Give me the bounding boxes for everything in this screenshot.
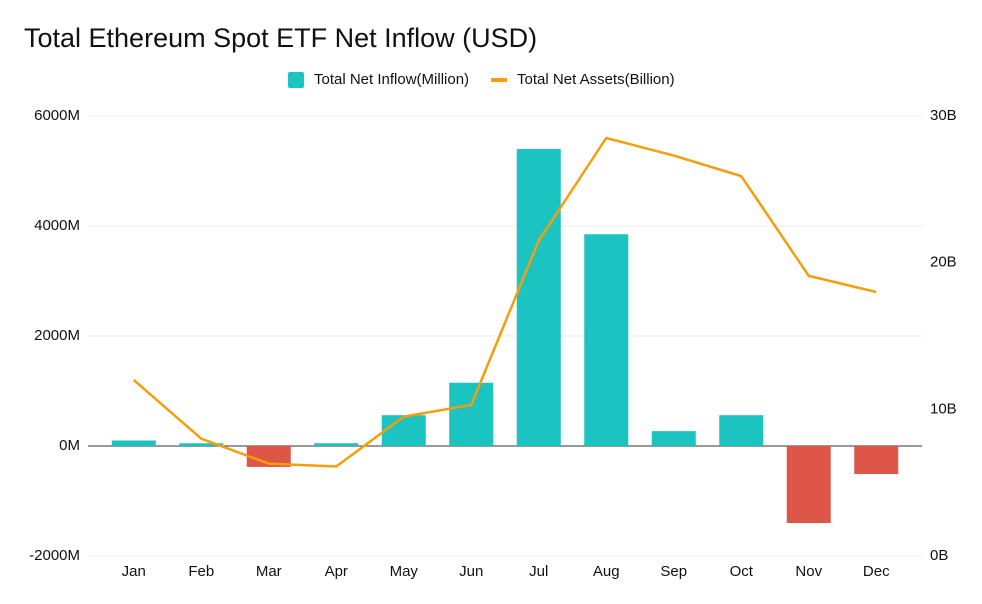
bar [854,446,899,475]
bar [314,443,359,446]
x-tick-label: Aug [593,563,620,580]
x-tick-label: Oct [730,563,754,580]
line [132,136,877,468]
bar [179,443,224,446]
y2-tick-label: 10B [930,400,957,417]
x-tick-label: Sep [660,563,687,580]
bar [381,415,426,446]
x-tick-label: Dec [863,563,890,580]
y-tick-label: -2000M [29,547,80,564]
legend-swatch [288,72,304,88]
bar [246,446,291,467]
bar [786,446,831,523]
x-tick-label: Nov [795,563,822,580]
x-tick-label: Mar [256,563,282,580]
y-tick-label: 2000M [34,327,80,344]
x-tick-label: Jan [122,563,146,580]
bar [651,431,696,446]
y-tick-label: 0M [59,437,80,454]
legend-label: Total Net Assets(Billion) [517,71,675,88]
bar [449,382,494,446]
x-tick-label: Jul [529,563,548,580]
x-tick-label: Apr [325,563,348,580]
y-tick-label: 4000M [34,217,80,234]
x-tick-label: May [390,563,419,580]
y-tick-label: 6000M [34,107,80,124]
y2-tick-label: 0B [930,547,948,564]
bar [584,234,629,446]
x-tick-label: Jun [459,563,483,580]
bar [111,440,156,446]
bar [719,415,764,446]
bar [516,149,561,446]
y2-tick-label: 30B [930,107,957,124]
x-tick-label: Feb [188,563,214,580]
legend-label: Total Net Inflow(Million) [314,71,469,88]
chart-title: Total Ethereum Spot ETF Net Inflow (USD) [24,23,537,53]
y2-tick-label: 20B [930,254,957,271]
